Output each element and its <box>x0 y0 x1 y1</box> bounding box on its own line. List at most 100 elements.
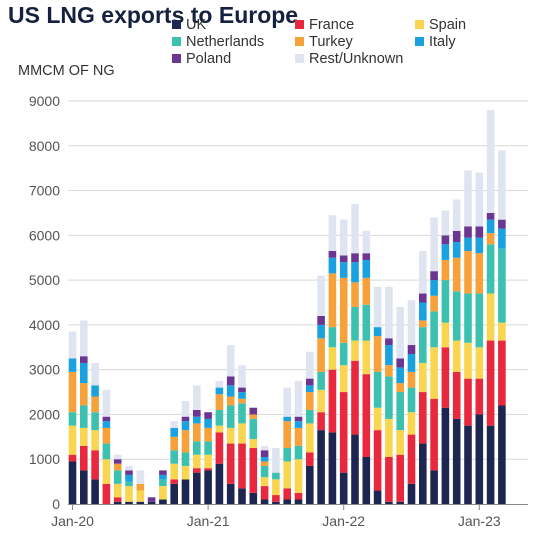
bar-segment <box>215 425 224 433</box>
bar-segment <box>91 362 99 386</box>
bar-segment <box>226 376 235 386</box>
bar-segment <box>419 362 427 393</box>
bar-segment <box>475 347 484 379</box>
legend-swatch <box>172 54 181 63</box>
bar-segment <box>102 389 111 417</box>
legend-swatch <box>172 20 181 29</box>
legend-label: Turkey <box>309 34 354 50</box>
bar-segment <box>351 253 359 263</box>
bar-segment <box>396 367 404 384</box>
bar-segment <box>226 405 235 428</box>
bar-segment <box>136 501 145 504</box>
bar-segment <box>475 237 484 254</box>
bar-segment <box>441 259 450 281</box>
bar-segment <box>407 345 416 354</box>
bar-segment <box>430 217 438 272</box>
bar-segment <box>249 448 258 493</box>
bar-segment <box>498 228 506 249</box>
bar-segment <box>193 416 201 424</box>
legend-swatch <box>295 37 304 46</box>
bar-segment <box>464 378 472 426</box>
bar-segment <box>396 358 404 368</box>
bar-segment <box>215 463 224 504</box>
bar-segment <box>113 459 122 464</box>
bar-segment <box>125 486 133 502</box>
bar-segment <box>362 277 371 305</box>
bar-segment <box>215 432 224 464</box>
legend-label: UK <box>186 17 206 33</box>
bar-segment <box>102 421 111 428</box>
bar-segment <box>498 219 506 229</box>
bar-segment <box>226 385 235 397</box>
bar-segment <box>351 360 359 435</box>
legend-swatch <box>415 37 424 46</box>
y-tick-label: 9000 <box>29 93 60 109</box>
bar-segment <box>396 430 404 455</box>
bar-segment <box>181 479 190 504</box>
bar-segment <box>260 465 269 478</box>
legend: UK France Spain Netherlands Turkey Italy Polan… <box>172 17 466 67</box>
bar-segment <box>260 456 269 462</box>
bar-segment <box>419 302 427 321</box>
legend-label: Rest/Unknown <box>309 51 403 67</box>
bar-segment <box>441 210 450 236</box>
bar-segment <box>238 423 246 444</box>
bar-segment <box>486 293 495 341</box>
bar-segment <box>113 454 122 460</box>
bar-segment <box>475 414 484 504</box>
bar-segment <box>317 430 325 504</box>
bar-segment <box>464 251 472 294</box>
bar-segment <box>204 468 212 471</box>
bar-segment <box>136 490 145 502</box>
bar-segment <box>362 259 371 278</box>
bar-segment <box>283 416 291 422</box>
bar-segment <box>351 262 359 283</box>
bar-segment <box>306 452 314 466</box>
chart-title: US LNG exports to Europe <box>8 2 299 28</box>
bar-segment <box>102 459 111 484</box>
bar-segment <box>430 311 438 348</box>
bar-segment <box>339 277 348 343</box>
bar-segment <box>328 347 337 370</box>
bar-segment <box>294 380 303 417</box>
bar-segment <box>238 443 246 489</box>
bar-segment <box>80 445 88 471</box>
bar-segment <box>339 219 348 256</box>
bar-segment <box>283 387 291 417</box>
bar-segment <box>125 481 133 487</box>
bar-segment <box>339 472 348 504</box>
bar-segment <box>385 501 393 504</box>
bar-segment <box>193 472 201 504</box>
x-tick-label: Jan-22 <box>322 513 365 529</box>
bar-segment <box>396 383 404 393</box>
bar-segment <box>385 365 393 377</box>
bar-segment <box>68 412 77 426</box>
bar-segment <box>193 423 201 442</box>
bar-segment <box>362 456 371 504</box>
x-tick-label: Jan-21 <box>187 513 230 529</box>
bar-segment <box>260 445 269 451</box>
bar-segment <box>430 347 438 399</box>
bar-segment <box>452 291 461 341</box>
bar-segment <box>193 409 201 417</box>
bar-segment <box>419 392 427 444</box>
bar-segment <box>294 499 303 504</box>
bar-segment <box>294 416 303 422</box>
bar-segment <box>306 423 314 453</box>
bar-segment <box>102 483 111 504</box>
bar-segment <box>226 345 235 377</box>
legend-label: France <box>309 17 354 33</box>
legend-item: Netherlands <box>172 34 264 50</box>
bar-segment <box>464 342 472 379</box>
bar-segment <box>441 244 450 260</box>
bar-segment <box>351 282 359 307</box>
bar-segment <box>407 434 416 484</box>
bar-segment <box>475 378 484 415</box>
bar-segment <box>283 488 291 500</box>
bar-segment <box>373 490 382 504</box>
bar-segment <box>125 474 133 482</box>
bar-segment <box>294 445 303 460</box>
bar-segment <box>238 392 246 399</box>
bar-segment <box>204 441 212 455</box>
bar-segment <box>407 387 416 413</box>
